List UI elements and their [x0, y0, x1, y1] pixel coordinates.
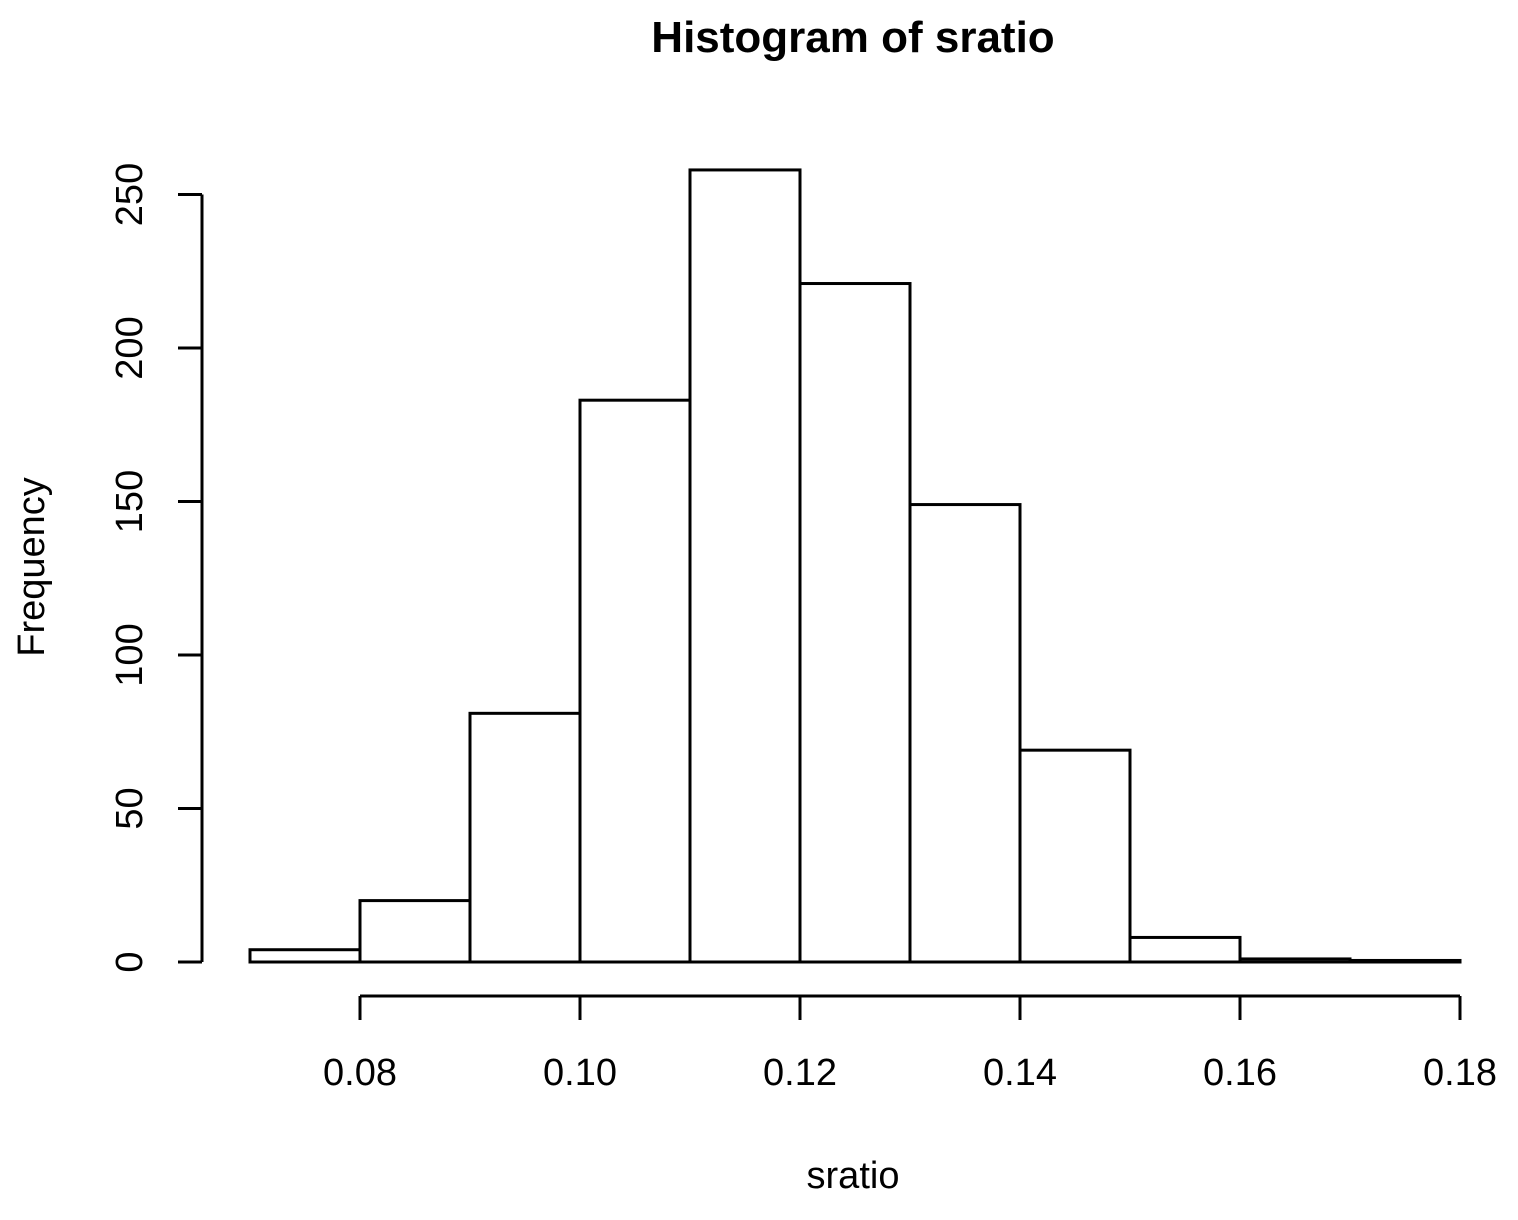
y-tick-label: 150: [109, 470, 151, 533]
x-tick-label: 0.18: [1423, 1052, 1497, 1094]
histogram-bar: [908, 503, 1022, 964]
x-tick-label: 0.16: [1203, 1052, 1277, 1094]
histogram-bar: [248, 948, 362, 964]
y-tick-label: 100: [109, 623, 151, 686]
histogram-bar: [358, 899, 472, 964]
x-tick-label: 0.08: [323, 1052, 397, 1094]
histogram-bar: [1348, 958, 1462, 964]
histogram-bar: [468, 711, 582, 964]
x-tick-label: 0.12: [763, 1052, 837, 1094]
x-axis-label: sratio: [807, 1155, 900, 1197]
histogram-bar: [1018, 748, 1132, 964]
x-tick-label: 0.14: [983, 1052, 1057, 1094]
x-axis: 0.08 0.10 0.12 0.14 0.16 0.18: [323, 994, 1497, 1094]
histogram-bar: [798, 282, 912, 964]
y-tick-label: 0: [109, 951, 151, 972]
histogram-bar: [578, 398, 692, 964]
histogram-bar: [688, 168, 802, 964]
histogram-bar: [1238, 957, 1352, 964]
y-tick-label: 50: [109, 787, 151, 829]
x-tick-label: 0.10: [543, 1052, 617, 1094]
y-tick-label: 250: [109, 163, 151, 226]
y-axis-label: Frequency: [11, 477, 53, 657]
y-tick-label: 200: [109, 316, 151, 379]
bars-group: [248, 168, 1462, 964]
chart-title: Histogram of sratio: [651, 13, 1054, 62]
y-axis: 0 50 100 150 200 250: [109, 163, 204, 973]
histogram-bar: [1128, 935, 1242, 964]
